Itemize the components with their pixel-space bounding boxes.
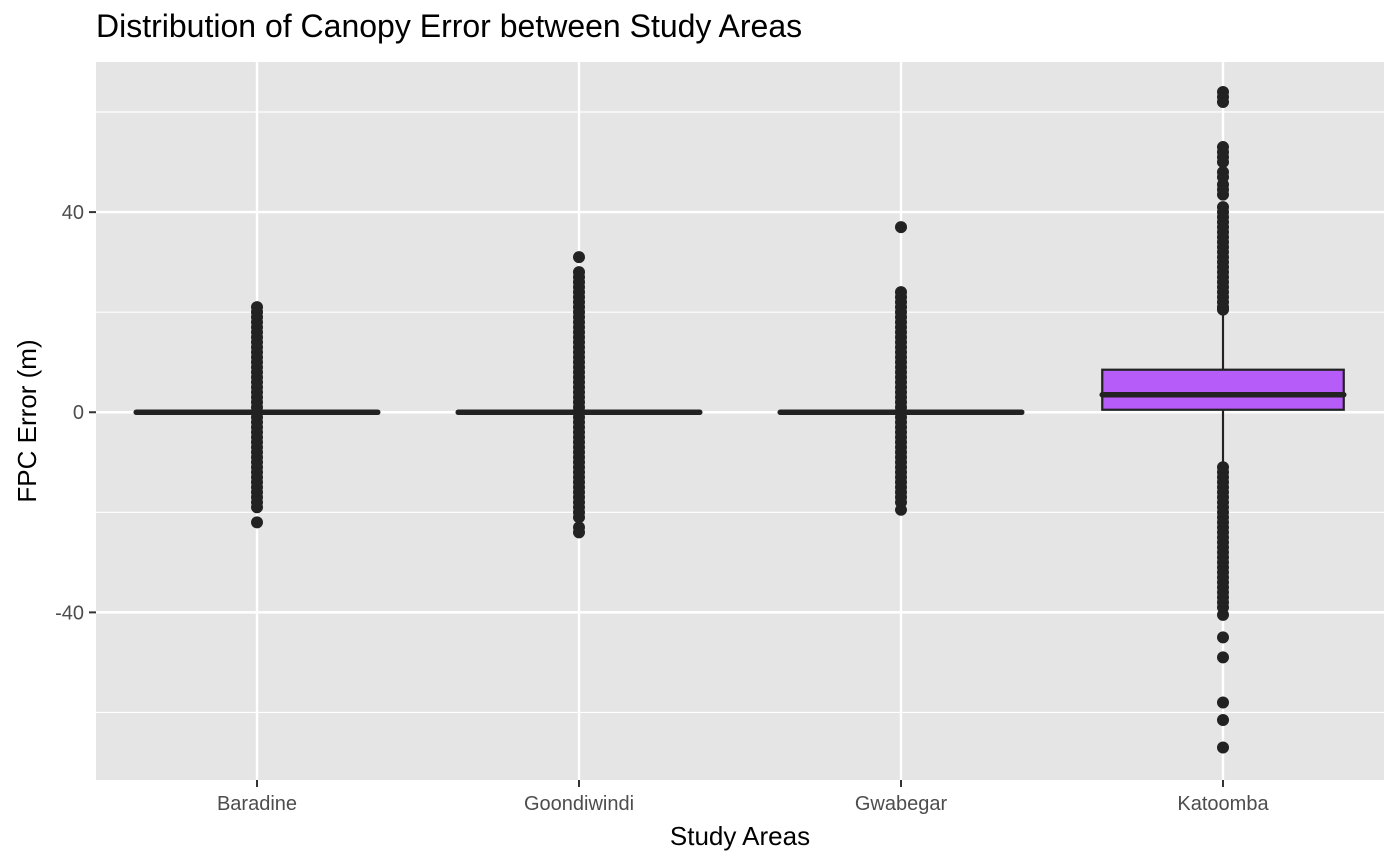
box-group-katoomba — [1099, 86, 1347, 754]
outlier-point — [1217, 86, 1229, 99]
box-group-gwabegar — [777, 221, 1025, 516]
outlier-point — [1217, 201, 1229, 214]
outlier-point — [251, 516, 263, 529]
minor-gridlines — [96, 111, 1384, 714]
outlier-point — [1217, 651, 1229, 664]
outlier-point — [1217, 696, 1229, 709]
y-tick-label: 0 — [73, 402, 84, 424]
outlier-point — [1217, 741, 1229, 754]
outlier-point — [1217, 166, 1229, 179]
box-group-goondiwindi — [455, 251, 703, 539]
chart-title: Distribution of Canopy Error between Stu… — [96, 8, 803, 44]
x-axis: Baradine Goondiwindi Gwabegar Katoomba — [217, 780, 1269, 815]
x-tick-label: Baradine — [217, 793, 297, 815]
outlier-point — [573, 411, 585, 424]
x-tick-label: Katoomba — [1177, 793, 1269, 815]
outlier-point — [251, 301, 263, 314]
outlier-point — [1217, 141, 1229, 154]
x-tick-label: Goondiwindi — [524, 793, 634, 815]
outlier-point — [1217, 461, 1229, 474]
outlier-point — [895, 286, 907, 299]
y-axis-title: FPC Error (m) — [12, 339, 42, 502]
y-tick-label: 40 — [62, 202, 84, 224]
y-tick-label: -40 — [55, 602, 84, 624]
box-body — [1101, 368, 1345, 411]
x-axis-title: Study Areas — [670, 821, 810, 851]
outlier-point — [895, 221, 907, 234]
boxes-layer — [133, 86, 1347, 754]
box-group-baradine — [133, 301, 381, 529]
x-tick-label: Gwabegar — [855, 793, 948, 815]
plot-panel — [96, 62, 1384, 780]
outlier-point — [251, 411, 263, 424]
y-axis: -40 0 40 — [55, 202, 96, 624]
outlier-point — [1217, 631, 1229, 644]
outlier-point — [573, 521, 585, 534]
outlier-point — [573, 266, 585, 279]
outlier-point — [895, 411, 907, 424]
outlier-point — [573, 251, 585, 264]
outlier-point — [1217, 713, 1229, 726]
